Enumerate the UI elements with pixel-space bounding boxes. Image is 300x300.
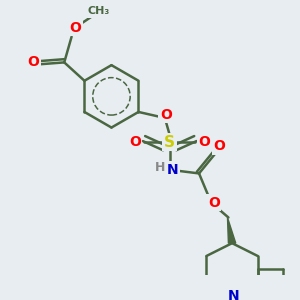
Text: O: O bbox=[160, 108, 172, 122]
Text: S: S bbox=[164, 135, 175, 150]
Polygon shape bbox=[227, 218, 236, 243]
Text: O: O bbox=[213, 139, 225, 153]
Text: O: O bbox=[69, 20, 81, 34]
Text: N: N bbox=[228, 290, 240, 300]
Text: H: H bbox=[154, 161, 165, 174]
Text: O: O bbox=[129, 135, 141, 149]
Text: O: O bbox=[199, 135, 211, 149]
Text: O: O bbox=[27, 56, 39, 69]
Text: O: O bbox=[208, 196, 220, 210]
Text: N: N bbox=[167, 163, 178, 177]
Text: CH₃: CH₃ bbox=[88, 6, 110, 16]
